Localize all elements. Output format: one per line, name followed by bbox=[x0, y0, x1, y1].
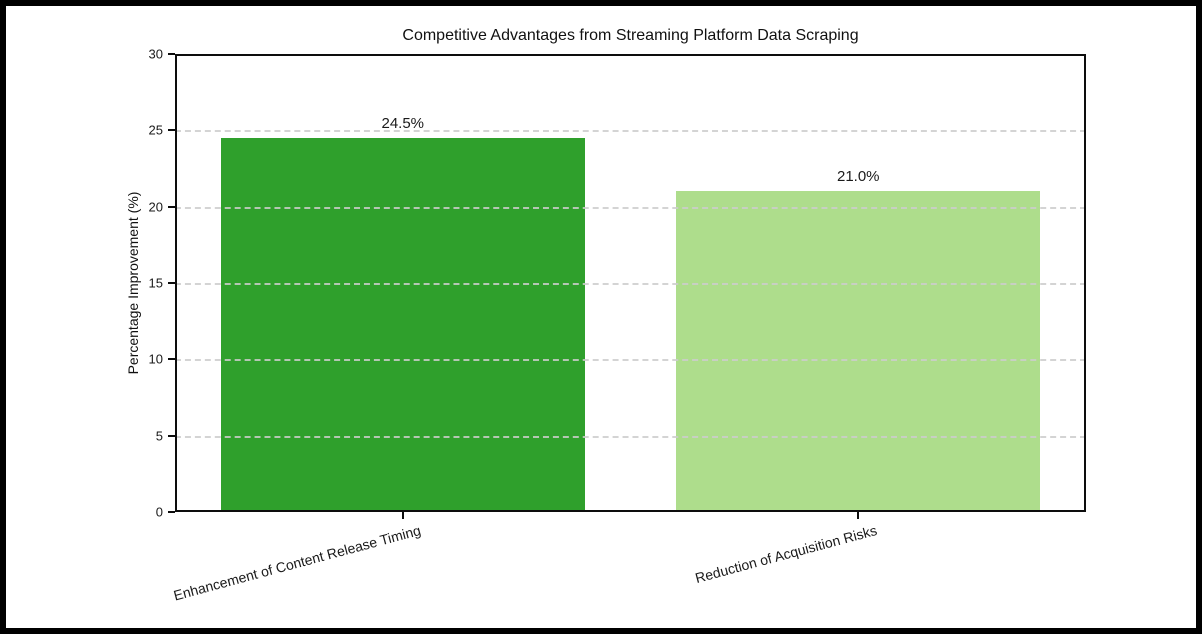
x-tick-label-2: Reduction of Acquisition Risks bbox=[693, 522, 879, 586]
y-tick-mark-15 bbox=[168, 282, 175, 284]
y-tick-label-20: 20 bbox=[148, 199, 163, 215]
plot-area: 24.5% 21.0% bbox=[175, 54, 1086, 512]
y-tick-mark-0 bbox=[168, 511, 175, 513]
y-tick-label-5: 5 bbox=[155, 428, 163, 444]
chart-title: Competitive Advantages from Streaming Pl… bbox=[402, 27, 859, 44]
bar-value-label-1: 24.5% bbox=[381, 114, 425, 132]
y-tick-mark-25 bbox=[168, 129, 175, 132]
y-tick-label-30: 30 bbox=[148, 46, 163, 62]
gridline-y-25 bbox=[175, 130, 1086, 133]
y-tick-label-10: 10 bbox=[148, 351, 163, 367]
bar-2 bbox=[676, 191, 1041, 512]
y-tick-mark-20 bbox=[168, 205, 175, 208]
y-tick-label-0: 0 bbox=[155, 504, 163, 520]
x-tick-mark-1 bbox=[401, 512, 404, 519]
y-tick-mark-10 bbox=[168, 358, 175, 361]
y-tick-mark-30 bbox=[168, 53, 175, 55]
y-tick-label-25: 25 bbox=[148, 122, 163, 138]
x-tick-label-1: Enhancement of Content Release Timing bbox=[172, 522, 423, 604]
bar-value-label-2: 21.0% bbox=[836, 168, 880, 186]
y-tick-mark-5 bbox=[168, 434, 175, 437]
y-tick-label-15: 15 bbox=[148, 275, 163, 291]
bar-1 bbox=[220, 137, 585, 512]
x-tick-mark-2 bbox=[857, 512, 860, 519]
